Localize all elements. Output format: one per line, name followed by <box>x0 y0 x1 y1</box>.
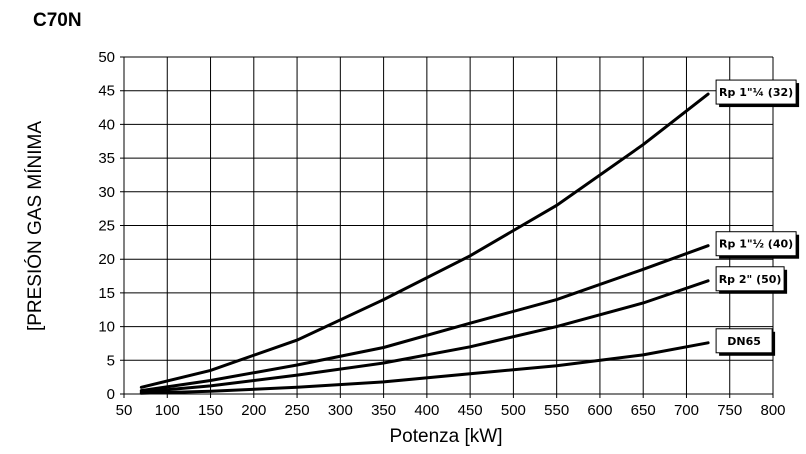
x-tick-label: 500 <box>501 402 526 419</box>
series-label: Rp 2" (50) <box>719 273 782 286</box>
grid <box>120 56 774 398</box>
x-tick-label: 400 <box>414 402 439 419</box>
y-tick-label: 40 <box>98 116 115 133</box>
x-tick-label: 150 <box>198 402 223 419</box>
y-tick-label: 25 <box>98 218 115 235</box>
y-tick-label: 30 <box>98 184 115 201</box>
series-label-box <box>715 79 797 105</box>
y-tick-label: 50 <box>98 49 115 66</box>
x-tick-label: 650 <box>631 402 656 419</box>
series-label: Rp 1"½ (40) <box>719 238 793 251</box>
x-tick-label: 750 <box>717 402 742 419</box>
y-tick-label: 5 <box>107 352 115 369</box>
x-tick-label: 700 <box>674 402 699 419</box>
series-label-box <box>715 328 773 354</box>
chart-title: C70N <box>33 10 82 31</box>
y-tick-label: 45 <box>98 83 115 100</box>
series-labels: Rp 1"¼ (32) Rp 1"½ (40) Rp 2" (50) DN65 <box>715 79 800 356</box>
x-tick-label: 200 <box>241 402 266 419</box>
y-tick-label: 20 <box>98 251 115 268</box>
y-axis-label: [PRESIÓN GAS MÍNIMA <box>24 121 46 331</box>
x-tick-label: 350 <box>371 402 396 419</box>
x-tick-label: 600 <box>587 402 612 419</box>
x-tick-label: 800 <box>760 402 785 419</box>
x-tick-label: 50 <box>116 402 133 419</box>
series-label: DN65 <box>727 335 761 348</box>
series-lines <box>139 92 710 395</box>
series-line <box>139 279 710 394</box>
series-line <box>139 341 710 395</box>
x-tick-label: 300 <box>328 402 353 419</box>
x-axis-label: Potenza [kW] <box>390 426 503 447</box>
y-tick-label: 10 <box>98 319 115 336</box>
y-tick-label: 0 <box>107 386 115 403</box>
series-label: Rp 1"¼ (32) <box>719 86 793 99</box>
series-label-box <box>715 266 785 292</box>
x-tick-label: 100 <box>155 402 180 419</box>
x-tick-label: 450 <box>458 402 483 419</box>
series-line <box>139 92 710 389</box>
y-tick-label: 35 <box>98 150 115 167</box>
tick-labels: 50 100 150 200 250 300 350 400 450 500 550 600 650 70… <box>98 49 785 419</box>
y-tick-label: 15 <box>98 285 115 302</box>
x-tick-label: 550 <box>544 402 569 419</box>
series-line <box>139 244 710 393</box>
x-tick-label: 250 <box>285 402 310 419</box>
series-label-box <box>715 231 797 257</box>
